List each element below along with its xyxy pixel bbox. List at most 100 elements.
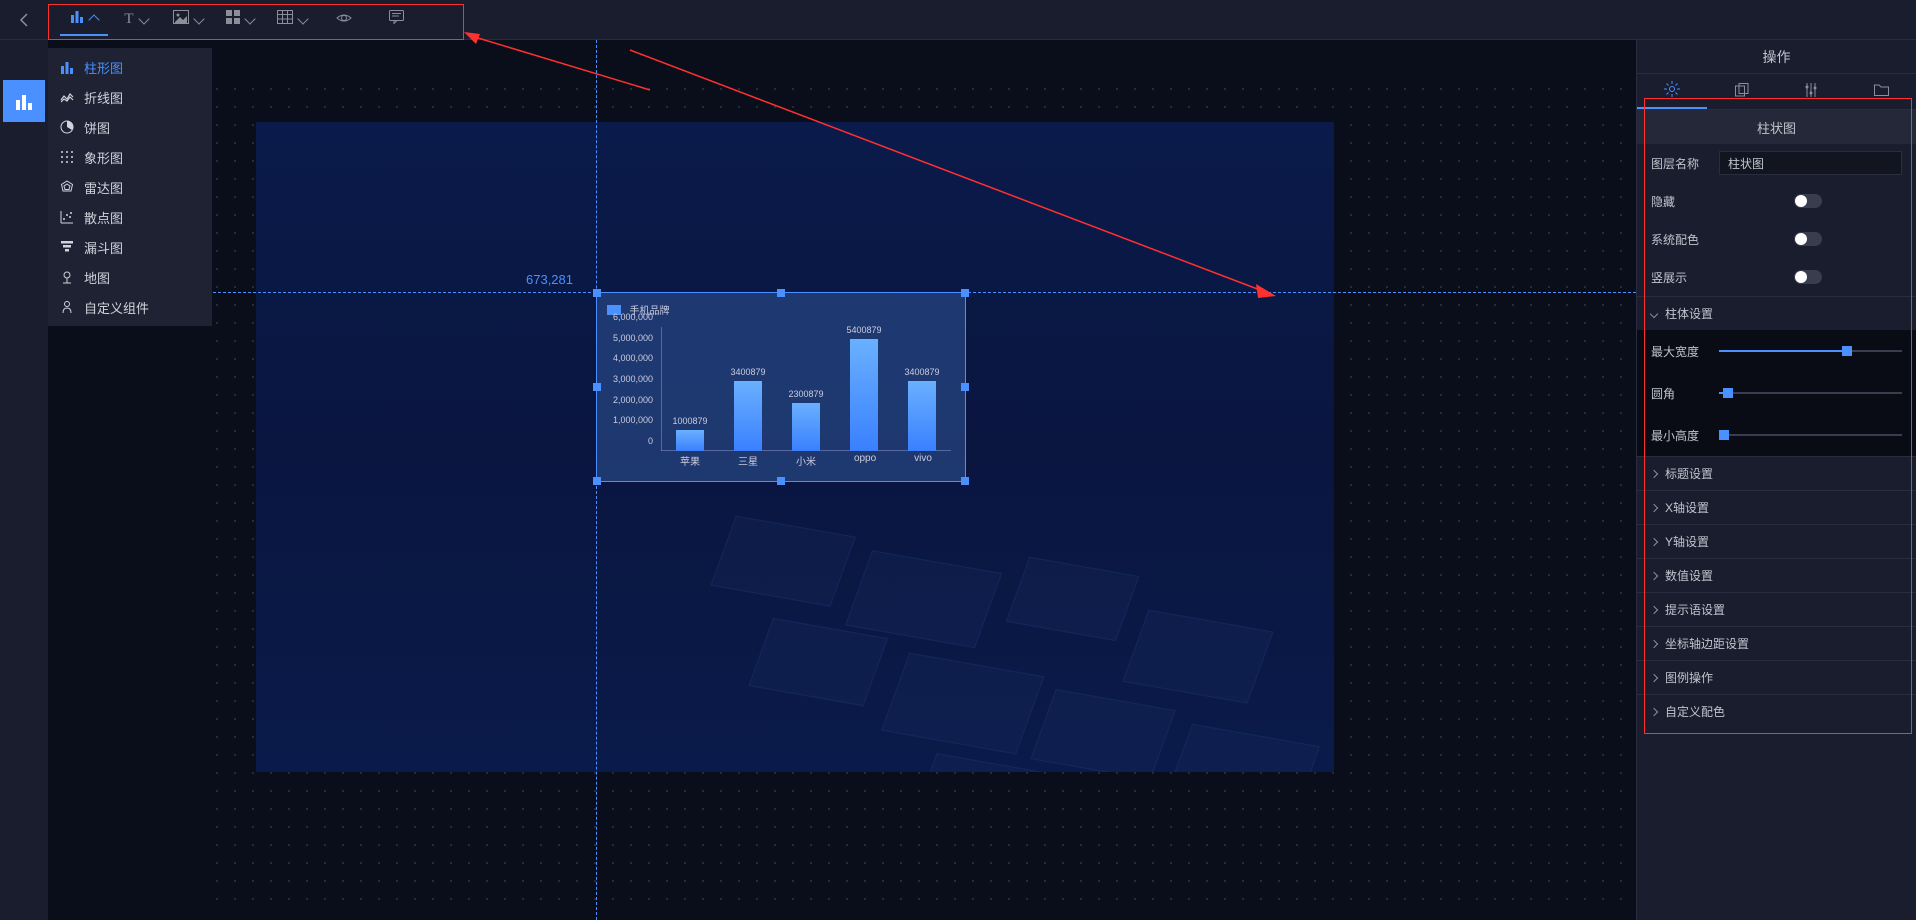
collapsible-label: 自定义配色 [1665, 703, 1725, 720]
resize-handle-ne[interactable] [961, 289, 969, 297]
dropdown-item-scatter[interactable]: 散点图 [48, 202, 212, 232]
collapsible-section[interactable]: 标题设置 [1637, 456, 1916, 490]
toolbar-chart-button[interactable] [60, 4, 108, 36]
chart-plot: 1000879 3400879 2300879 5400879 3400879 [661, 327, 951, 451]
chevron-down-icon [1650, 309, 1658, 317]
resize-handle-s[interactable] [777, 477, 785, 485]
resize-handle-se[interactable] [961, 477, 969, 485]
map-icon [60, 270, 74, 284]
dropdown-label: 象形图 [84, 148, 123, 167]
toolbar-image-button[interactable] [164, 4, 212, 36]
toolbar-table-button[interactable] [268, 4, 316, 36]
bar-label: 2300879 [788, 389, 823, 399]
collapsible-section[interactable]: X轴设置 [1637, 490, 1916, 524]
chevron-right-icon [1650, 707, 1658, 715]
collapsible-section[interactable]: Y轴设置 [1637, 524, 1916, 558]
back-button[interactable] [8, 4, 40, 36]
collapsible-label: Y轴设置 [1665, 533, 1709, 550]
dropdown-item-map[interactable]: 地图 [48, 262, 212, 292]
section-header: 柱状图 [1637, 110, 1916, 144]
canvas[interactable]: 673,281 手机品牌 01,000,0002,000,0003,000,00… [48, 40, 1636, 920]
bar: 5400879 [850, 339, 878, 451]
collapsible-bar-settings[interactable]: 柱体设置 [1637, 296, 1916, 330]
y-tick: 5,000,000 [613, 333, 653, 343]
funnel-icon [60, 240, 74, 254]
chevron-down-icon [297, 13, 308, 24]
tab-folder[interactable] [1846, 74, 1916, 109]
tab-style[interactable] [1637, 74, 1707, 109]
dropdown-item-line-chart[interactable]: 折线图 [48, 82, 212, 112]
prop-system-color: 系统配色 [1637, 220, 1916, 258]
chevron-right-icon [1650, 571, 1658, 579]
system-color-toggle[interactable] [1794, 232, 1822, 246]
dropdown-label: 饼图 [84, 118, 110, 137]
coord-readout: 673,281 [526, 272, 573, 287]
min-height-slider[interactable] [1719, 434, 1902, 436]
y-tick: 3,000,000 [613, 374, 653, 384]
dropdown-label: 散点图 [84, 208, 123, 227]
chevron-down-icon [138, 13, 149, 24]
dropdown-item-funnel[interactable]: 漏斗图 [48, 232, 212, 262]
hide-toggle[interactable] [1794, 194, 1822, 208]
collapsible-section[interactable]: 自定义配色 [1637, 694, 1916, 728]
panel-title: 操作 [1637, 40, 1916, 74]
line-chart-icon [60, 90, 74, 104]
tab-data[interactable] [1707, 74, 1777, 109]
bar-label: 3400879 [904, 367, 939, 377]
scatter-icon [60, 210, 74, 224]
toolbar-comment-button[interactable] [372, 4, 420, 36]
bar-label: 1000879 [672, 416, 707, 426]
text-icon: T [124, 11, 133, 28]
bar: 1000879 [676, 430, 704, 451]
prop-label: 系统配色 [1651, 231, 1707, 248]
chart-widget[interactable]: 手机品牌 01,000,0002,000,0003,000,0004,000,0… [596, 292, 966, 482]
bar-chart-icon [70, 9, 84, 28]
vertical-toggle[interactable] [1794, 270, 1822, 284]
custom-icon [60, 300, 74, 314]
chevron-right-icon [1650, 503, 1658, 511]
collapsible-section[interactable]: 数值设置 [1637, 558, 1916, 592]
bar-label: 3400879 [730, 367, 765, 377]
dot-grid-icon [60, 150, 74, 164]
chevron-right-icon [1650, 605, 1658, 613]
rail-chart-button[interactable] [3, 80, 45, 122]
toolbar-text-button[interactable]: T [112, 4, 160, 36]
collapsible-label: 坐标轴边距设置 [1665, 635, 1749, 652]
dropdown-item-pie-chart[interactable]: 饼图 [48, 112, 212, 142]
resize-handle-sw[interactable] [593, 477, 601, 485]
chevron-down-icon [244, 13, 255, 24]
toolbar-eye-button[interactable] [320, 4, 368, 36]
chevron-right-icon [1650, 469, 1658, 477]
resize-handle-n[interactable] [777, 289, 785, 297]
dropdown-item-radar[interactable]: 雷达图 [48, 172, 212, 202]
slider-label: 最小高度 [1651, 427, 1707, 444]
collapsible-section[interactable]: 提示语设置 [1637, 592, 1916, 626]
dropdown-item-custom[interactable]: 自定义组件 [48, 292, 212, 322]
collapsible-section[interactable]: 图例操作 [1637, 660, 1916, 694]
max-width-slider[interactable] [1719, 350, 1902, 352]
resize-handle-w[interactable] [593, 383, 601, 391]
chevron-down-icon [193, 13, 204, 24]
radius-slider[interactable] [1719, 392, 1902, 394]
prop-label: 竖展示 [1651, 269, 1707, 286]
dropdown-item-dot-grid[interactable]: 象形图 [48, 142, 212, 172]
toolbar-grid-button[interactable] [216, 4, 264, 36]
dropdown-label: 柱形图 [84, 58, 123, 77]
x-axis: 苹果三星小米oppovivo [661, 453, 951, 467]
resize-handle-e[interactable] [961, 383, 969, 391]
tab-interact[interactable] [1777, 74, 1847, 109]
slider-label: 最大宽度 [1651, 343, 1707, 360]
gear-icon [1664, 81, 1680, 100]
slider-radius: 圆角 [1637, 372, 1916, 414]
collapsible-section[interactable]: 坐标轴边距设置 [1637, 626, 1916, 660]
toolbar-group: T [60, 4, 420, 36]
layer-name-input[interactable] [1719, 151, 1902, 175]
bar: 3400879 [908, 381, 936, 451]
x-tick: vivo [914, 453, 932, 467]
x-tick: 苹果 [680, 453, 700, 467]
x-tick: 小米 [796, 453, 816, 467]
dropdown-item-bar-chart[interactable]: 柱形图 [48, 52, 212, 82]
resize-handle-nw[interactable] [593, 289, 601, 297]
dropdown-label: 地图 [84, 268, 110, 287]
pie-chart-icon [60, 120, 74, 134]
